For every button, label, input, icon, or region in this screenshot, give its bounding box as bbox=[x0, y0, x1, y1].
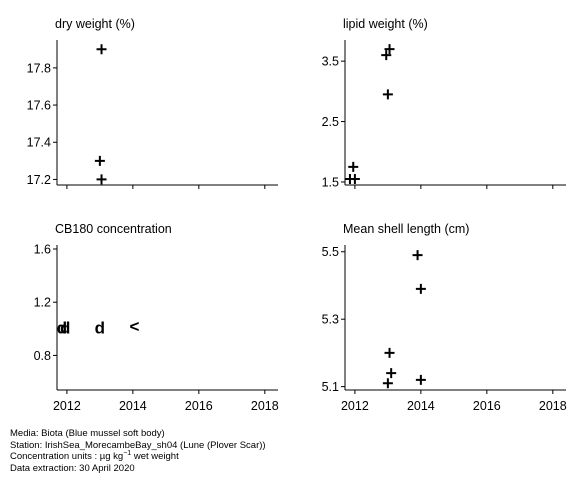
data-point bbox=[384, 44, 395, 55]
y-tick-label: 5.1 bbox=[322, 380, 339, 394]
y-tick-label: 17.6 bbox=[27, 99, 51, 113]
data-point-marker: < bbox=[130, 317, 140, 336]
data-point bbox=[386, 368, 397, 379]
data-point-marker: d bbox=[60, 318, 70, 337]
data-point bbox=[415, 374, 426, 385]
y-tick-label: 1.6 bbox=[34, 242, 51, 256]
x-tick-label: 2014 bbox=[119, 399, 147, 413]
y-tick-label: 1.5 bbox=[322, 175, 339, 189]
footer-units: Concentration units : µg kg−1 wet weight bbox=[10, 449, 266, 463]
panel-title: CB180 concentration bbox=[55, 222, 172, 236]
footer-media: Media: Biota (Blue mussel soft body) bbox=[10, 428, 165, 439]
chart-figure: dry weight (%) 17.2 17.4 17.6 17.8 lipid weig… bbox=[27, 17, 567, 413]
y-tick-label: 17.8 bbox=[27, 61, 51, 75]
data-point bbox=[381, 50, 392, 61]
y-tick-label: 5.3 bbox=[322, 313, 339, 327]
footer-units-prefix: Concentration units : µg kg bbox=[10, 451, 124, 462]
y-tick-label: 17.2 bbox=[27, 173, 51, 187]
x-tick-label: 2012 bbox=[341, 399, 369, 413]
y-tick-label: 5.5 bbox=[322, 245, 339, 259]
chart-footer: Media: Biota (Blue mussel soft body) Sta… bbox=[10, 428, 266, 474]
data-point-marker: d bbox=[57, 318, 67, 337]
data-point bbox=[96, 174, 107, 185]
data-point bbox=[349, 173, 360, 184]
data-point bbox=[348, 161, 359, 172]
x-tick-label: 2018 bbox=[251, 399, 279, 413]
y-tick-label: 17.4 bbox=[27, 136, 51, 150]
x-tick-label: 2016 bbox=[185, 399, 213, 413]
data-point bbox=[96, 44, 107, 55]
footer-units-suffix: wet weight bbox=[131, 451, 179, 462]
data-point bbox=[412, 250, 423, 261]
data-point bbox=[415, 283, 426, 294]
x-tick-label: 2014 bbox=[407, 399, 435, 413]
footer-station: Station: IrishSea_MorecambeBay_sh04 (Lun… bbox=[10, 439, 266, 451]
footer-units-exponent: −1 bbox=[123, 449, 132, 457]
data-point bbox=[382, 378, 393, 389]
y-tick-label: 2.5 bbox=[322, 115, 339, 129]
y-tick-label: 3.5 bbox=[322, 55, 339, 69]
panel-title: dry weight (%) bbox=[55, 17, 135, 31]
y-tick-label: 0.8 bbox=[34, 349, 51, 363]
x-tick-label: 2016 bbox=[473, 399, 501, 413]
data-point bbox=[384, 347, 395, 358]
y-tick-label: 1.2 bbox=[34, 296, 51, 310]
data-point-marker: d bbox=[95, 318, 105, 337]
x-tick-label: 2012 bbox=[53, 399, 81, 413]
data-point bbox=[94, 155, 105, 166]
x-tick-label: 2018 bbox=[539, 399, 567, 413]
panel-title: lipid weight (%) bbox=[343, 17, 428, 31]
footer-extraction: Data extraction: 30 April 2020 bbox=[10, 462, 135, 474]
panel-title: Mean shell length (cm) bbox=[343, 222, 469, 236]
data-point bbox=[382, 89, 393, 100]
